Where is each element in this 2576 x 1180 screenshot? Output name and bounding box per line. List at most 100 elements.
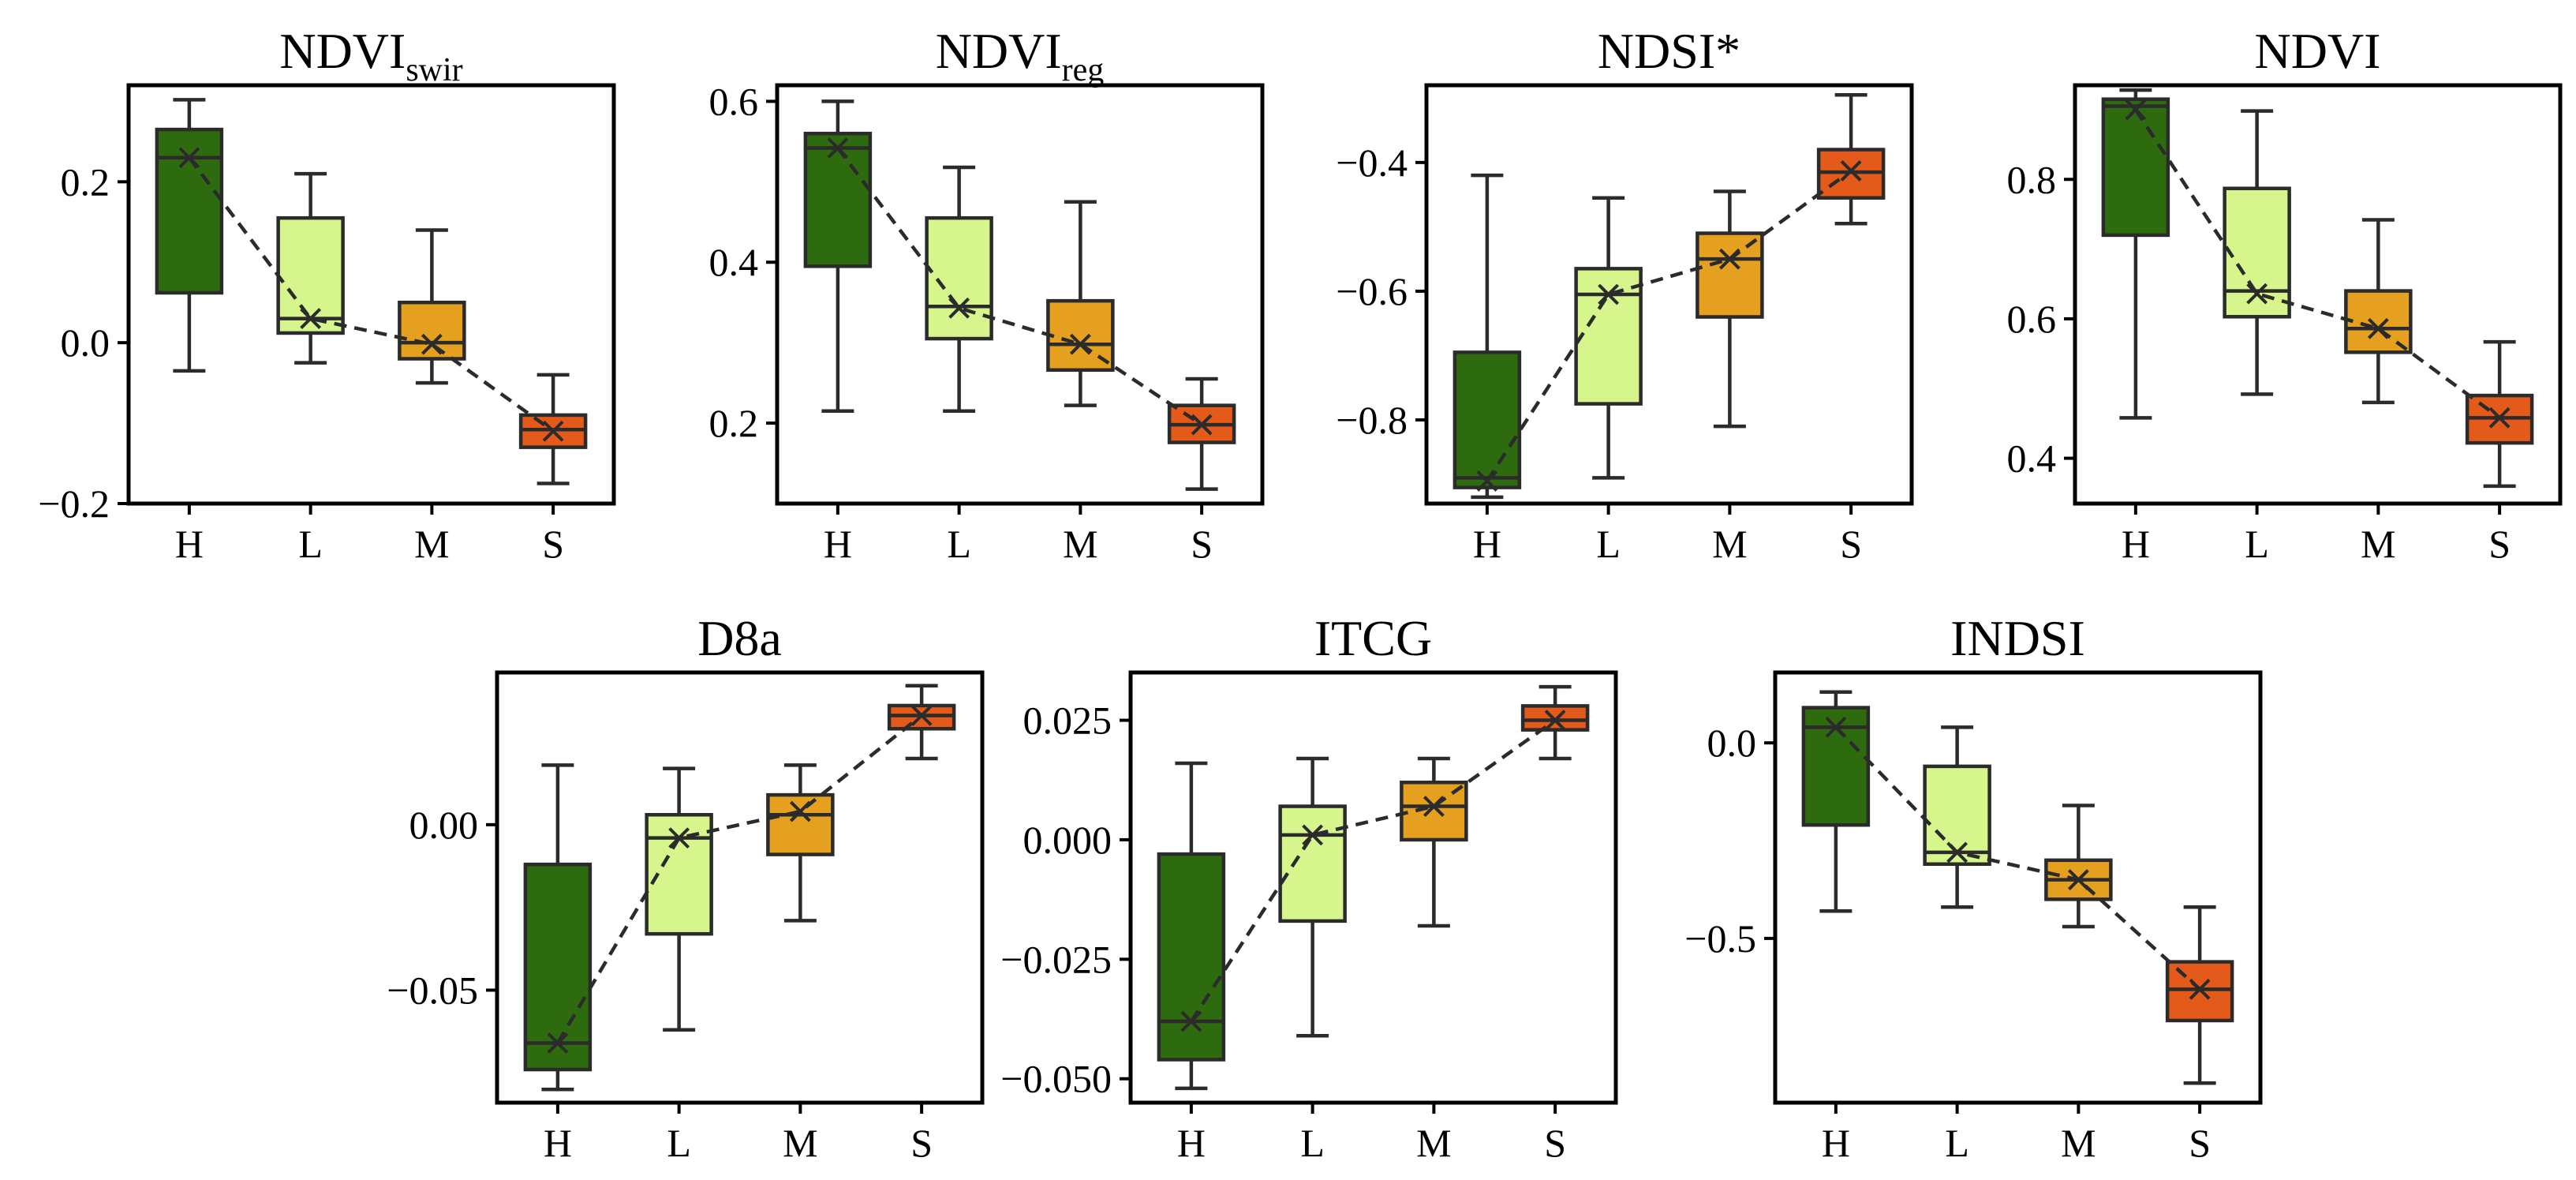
y-tick-label: 0.00 [409, 803, 479, 847]
x-tick-label: S [1191, 522, 1213, 566]
mean-marker-stroke [300, 308, 322, 329]
mean-marker-stroke [910, 705, 933, 726]
box-S [1816, 92, 1886, 226]
iqr-box [2344, 289, 2413, 354]
y-tick-label: −0.050 [1000, 1057, 1112, 1101]
x-tick-label: H [1822, 1121, 1850, 1165]
box-S [2465, 339, 2534, 489]
subplot-title-main: NDSI* [1598, 23, 1740, 79]
subplot-title-main: INDSI [1950, 610, 2085, 666]
mean-marker-M [1423, 796, 1445, 817]
box-H [1801, 690, 1871, 913]
subplot-title: NDVIreg [936, 23, 1105, 88]
x-tick-label: M [1416, 1121, 1451, 1165]
x-tick-label: M [2361, 522, 2395, 566]
mean-marker-M [789, 800, 811, 822]
subplot-title-main: NDVI [279, 23, 406, 79]
box-H [2101, 88, 2170, 420]
y-tick-label: 0.0 [1707, 721, 1757, 765]
mean-marker-L [948, 297, 970, 319]
y-tick-label: −0.05 [387, 968, 478, 1012]
x-tick-label: H [1473, 522, 1501, 566]
mean-marker-stroke [421, 333, 443, 355]
mean-marker-L [300, 308, 322, 329]
box-S [2165, 905, 2234, 1085]
subplot-title-subscript: swir [406, 52, 462, 88]
iqr-box [398, 300, 466, 361]
box-M [398, 228, 466, 385]
x-tick-label: S [2189, 1121, 2211, 1165]
x-tick-label: S [542, 522, 564, 566]
mean-marker-stroke [827, 137, 849, 159]
mean-marker-H [547, 1032, 569, 1054]
mean-marker-S [542, 420, 564, 442]
box-L [925, 165, 993, 414]
iqr-box [1923, 764, 1991, 867]
axes-frame [126, 83, 616, 506]
mean-marker-stroke [2246, 283, 2268, 305]
box-M [766, 763, 835, 923]
box-L [2223, 109, 2291, 396]
box-L [1574, 196, 1643, 480]
x-tick-label: L [667, 1121, 691, 1165]
iqr-box [766, 792, 835, 856]
subplot-3: NDSI* −0.8 −0.6 −0.4 H L M S [1336, 23, 1914, 566]
mean-marker-L [1946, 841, 1968, 863]
mean-marker-L [1598, 283, 1620, 305]
y-tick-label: 0.6 [709, 79, 759, 123]
y-tick-label: 0.6 [2007, 297, 2057, 341]
box-H [155, 98, 224, 373]
subplot-title: ITCG [1314, 610, 1432, 666]
mean-trend-line [1189, 718, 1557, 1023]
x-tick-label: S [910, 1121, 933, 1165]
mean-marker-M [421, 333, 443, 355]
x-tick-label: M [1063, 522, 1097, 566]
axes-frame [2073, 83, 2563, 506]
mean-marker-stroke [2488, 406, 2511, 429]
subplot-title-main: D8a [697, 610, 782, 666]
x-tick-label: H [544, 1121, 572, 1165]
x-tick-label: M [414, 522, 449, 566]
x-tick-label: L [298, 522, 323, 566]
mean-marker-stroke [547, 1032, 569, 1054]
subplot-title: NDVI [2255, 23, 2381, 79]
x-tick-label: L [2245, 522, 2269, 566]
iqr-box [925, 215, 993, 341]
iqr-box [1453, 350, 1522, 489]
mean-marker-stroke [2067, 869, 2089, 891]
subplot-title-main: NDVI [2255, 23, 2381, 79]
mean-trend-line [2133, 108, 2501, 420]
mean-marker-L [668, 827, 690, 849]
iqr-box [1400, 781, 1468, 842]
box-S [887, 684, 956, 761]
mean-marker-stroke [948, 297, 970, 319]
box-H [803, 99, 873, 414]
subplot-title: D8a [697, 610, 782, 666]
mean-marker-M [2367, 317, 2389, 339]
subplot-title-subscript: reg [1062, 52, 1105, 88]
y-tick-label: 0.8 [2007, 157, 2057, 201]
x-tick-label: M [783, 1121, 817, 1165]
x-tick-label: H [175, 522, 204, 566]
iqr-box [1278, 804, 1347, 923]
y-tick-label: 0.4 [2007, 436, 2057, 481]
mean-marker-stroke [1825, 716, 1847, 738]
subplot-title: NDSI* [1598, 23, 1740, 79]
y-tick-label: 0.2 [61, 159, 110, 204]
axes-frame [1773, 670, 2263, 1105]
iqr-box [2223, 186, 2291, 319]
mean-marker-M [1718, 248, 1740, 270]
subplot-title: NDVIswir [279, 23, 462, 88]
box-L [645, 766, 713, 1032]
y-tick-label: 0.025 [1023, 699, 1112, 743]
y-tick-label: 0.4 [709, 240, 759, 284]
mean-marker-M [1069, 333, 1091, 355]
box-H [523, 763, 593, 1092]
mean-marker-stroke [668, 827, 690, 849]
subplot-title: INDSI [1950, 610, 2085, 666]
mean-marker-stroke [1191, 414, 1213, 436]
x-tick-label: H [2122, 522, 2150, 566]
mean-marker-stroke [2367, 317, 2389, 339]
mean-marker-S [2488, 406, 2511, 429]
